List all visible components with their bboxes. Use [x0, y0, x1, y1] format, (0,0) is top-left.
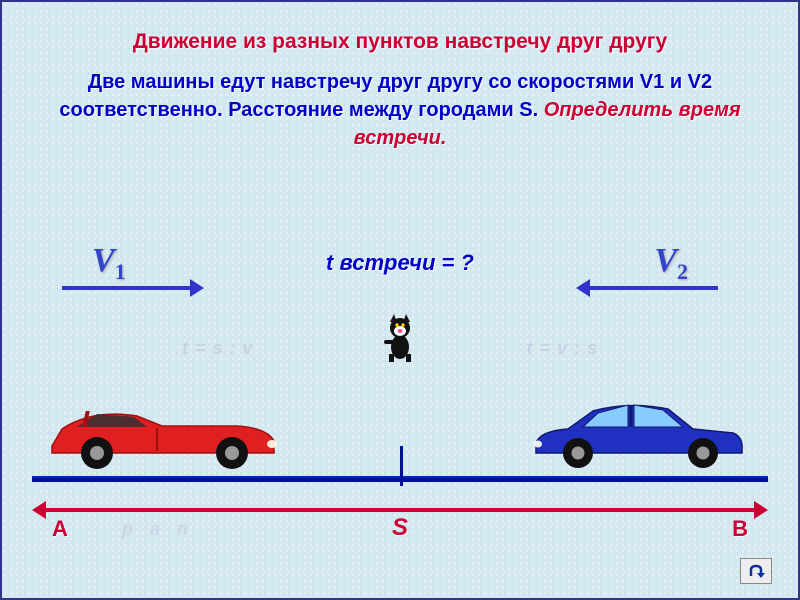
back-button[interactable]: [740, 558, 772, 584]
title-secondary: Две машины едут навстречу друг другу со …: [2, 68, 798, 152]
v1-arrow-icon: [62, 286, 192, 290]
ghost-formula-2: t = v : s: [526, 338, 598, 359]
header-block: Движение из разных пунктов навстречу дру…: [2, 2, 798, 152]
distance-arrow-icon: [44, 508, 756, 512]
cat-icon: [380, 314, 420, 367]
ghost-bottom-text: р а п: [122, 519, 194, 540]
title-primary: Движение из разных пунктов навстречу дру…: [2, 30, 798, 54]
blue-car-icon: [528, 393, 748, 476]
v2-arrow-icon: [588, 286, 718, 290]
ghost-formula-1: t = s : v: [182, 338, 254, 359]
diagram-area: V1 V2 t встречи = ? t = s : v t = v : s: [32, 242, 768, 562]
mid-tick: [400, 446, 403, 486]
slide-frame: Движение из разных пунктов навстречу дру…: [0, 0, 800, 600]
u-turn-icon: [747, 564, 765, 578]
t-meet-label: t встречи = ?: [32, 250, 768, 276]
red-car-icon: [42, 391, 282, 476]
